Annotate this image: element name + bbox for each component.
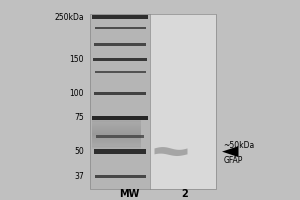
- Bar: [92, 121, 141, 123]
- Bar: [92, 144, 141, 146]
- Bar: [92, 138, 141, 140]
- Bar: [92, 129, 141, 131]
- Bar: [93, 58, 147, 61]
- Bar: [94, 71, 146, 73]
- Bar: [92, 119, 141, 122]
- Bar: [92, 116, 148, 120]
- Bar: [92, 136, 141, 138]
- Bar: [92, 146, 141, 148]
- Bar: [94, 92, 146, 95]
- Bar: [92, 135, 141, 137]
- Bar: [96, 135, 144, 138]
- Text: 100: 100: [70, 89, 84, 98]
- Text: 250kDa: 250kDa: [54, 13, 84, 22]
- Bar: [90, 14, 216, 189]
- Text: GFAP: GFAP: [224, 156, 243, 165]
- Bar: [92, 133, 141, 135]
- Bar: [94, 43, 146, 46]
- Bar: [92, 126, 141, 128]
- Bar: [92, 131, 141, 133]
- Bar: [92, 132, 141, 134]
- Bar: [94, 175, 146, 178]
- Text: 75: 75: [74, 113, 84, 122]
- Bar: [92, 143, 141, 145]
- Polygon shape: [154, 147, 188, 156]
- Text: 37: 37: [74, 172, 84, 181]
- Text: 50: 50: [74, 147, 84, 156]
- Bar: [92, 123, 141, 125]
- Bar: [92, 120, 141, 122]
- Bar: [92, 140, 141, 142]
- Bar: [92, 127, 141, 129]
- Bar: [94, 27, 146, 29]
- Bar: [92, 125, 141, 127]
- FancyArrow shape: [222, 146, 238, 157]
- Bar: [92, 146, 141, 149]
- Bar: [92, 15, 148, 19]
- Bar: [92, 130, 141, 132]
- Bar: [92, 141, 141, 143]
- Bar: [92, 118, 141, 121]
- Bar: [92, 137, 141, 139]
- Bar: [92, 142, 141, 144]
- Bar: [92, 122, 141, 124]
- Text: ~50kDa: ~50kDa: [224, 141, 255, 150]
- Bar: [92, 134, 141, 136]
- Bar: [90, 14, 150, 189]
- Text: 150: 150: [70, 55, 84, 64]
- Bar: [92, 124, 141, 126]
- Text: 2: 2: [181, 189, 188, 199]
- Bar: [94, 149, 146, 154]
- Bar: [150, 14, 216, 189]
- Bar: [92, 139, 141, 141]
- Text: MW: MW: [119, 189, 139, 199]
- Bar: [92, 145, 141, 147]
- Bar: [92, 128, 141, 130]
